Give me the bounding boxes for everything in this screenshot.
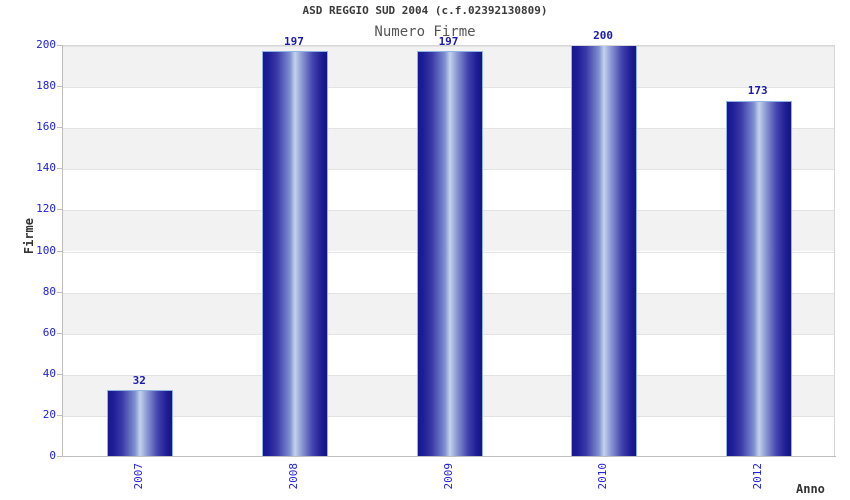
y-axis-tick-labels: 0 20 40 60 80 100 120 140 160 180 200 [6,0,56,500]
y-axis-tick-mark [57,456,62,457]
y-axis-tick-mark [57,168,62,169]
y-axis-tick-mark [57,86,62,87]
gridline [63,46,834,47]
y-axis-tick-mark [57,45,62,46]
bar-value-label: 200 [593,29,614,42]
bar-value-label: 197 [283,35,304,49]
y-axis-tick-label: 100 [36,243,56,257]
x-axis-line [62,456,836,457]
x-axis-tick-label: 2012 [750,463,764,490]
bar [107,390,174,456]
x-axis-tick-label: 2009 [441,463,455,490]
bar [416,51,483,456]
y-axis-tick-mark [57,374,62,375]
y-axis-tick-label: 160 [36,120,56,134]
y-axis-tick-label: 140 [36,161,56,175]
y-axis-tick-label: 60 [42,325,56,339]
chart-subtitle: Numero Firme [374,24,476,40]
bar [261,51,328,456]
y-axis-title: Firme [22,218,36,255]
x-axis-tick-label: 2010 [596,463,610,490]
bar-value-label: 173 [747,84,768,98]
y-axis-tick-mark [57,333,62,334]
bar [725,100,792,456]
y-axis-tick-label: 200 [36,38,56,51]
y-axis-tick-label: 80 [42,284,56,298]
y-axis-tick-label: 20 [42,407,56,421]
bar-value-label: 197 [438,35,459,49]
y-axis-tick-mark [57,415,62,416]
y-axis-tick-label: 120 [36,202,56,216]
x-axis-tick-label: 2008 [286,463,300,490]
y-axis-tick-mark [57,209,62,210]
chart-title: ASD REGGIO SUD 2004 (c.f.02392130809) [302,4,548,17]
y-axis-tick-mark [57,292,62,293]
x-axis-title: Anno [796,482,825,496]
y-axis-tick-label: 0 [49,449,56,462]
y-axis-tick-mark [57,251,62,252]
plot-area [62,45,835,456]
bar-value-label: 32 [132,374,146,388]
y-axis-tick-mark [57,127,62,128]
y-axis-tick-label: 40 [42,366,56,380]
x-axis-tick-label: 2007 [132,463,146,490]
y-axis-tick-label: 180 [36,79,56,93]
y-axis-line [62,45,63,457]
bar [571,46,638,456]
